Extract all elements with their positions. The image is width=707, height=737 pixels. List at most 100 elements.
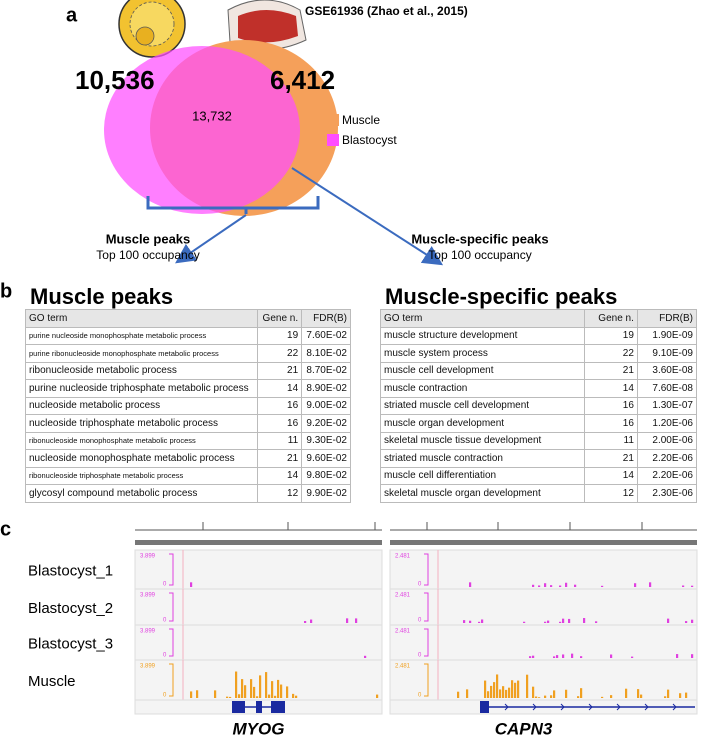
signal bbox=[532, 655, 535, 658]
track-bg bbox=[134, 659, 383, 701]
header-cell: Gene n. bbox=[257, 309, 303, 328]
scale-bar bbox=[424, 628, 429, 657]
go-table: GO term Gene n. FDR(B) purine nucleoside mo… bbox=[24, 309, 351, 503]
venn-diagram: Muscle Blastocyst bbox=[104, 40, 397, 216]
scale-bar bbox=[424, 592, 429, 622]
row: nucleoside triphosphate metabolic proces… bbox=[24, 414, 351, 433]
signal bbox=[265, 672, 268, 698]
signal bbox=[271, 681, 274, 698]
signal bbox=[610, 695, 613, 698]
signal bbox=[685, 621, 688, 623]
scale-max: 2.481 bbox=[395, 629, 411, 635]
cell: striated muscle cell development bbox=[379, 396, 586, 415]
cell: 9.80E-02 bbox=[301, 466, 351, 485]
cell: 9.60E-02 bbox=[301, 449, 351, 468]
signal bbox=[562, 618, 565, 623]
track-label: Blastocyst_3 bbox=[28, 635, 113, 652]
signal bbox=[259, 675, 262, 698]
cell: 2.00E-06 bbox=[636, 431, 698, 450]
row: muscle structure development 19 1.90E-09 bbox=[379, 326, 698, 345]
track-bg bbox=[389, 624, 698, 661]
exon bbox=[232, 701, 245, 713]
signal bbox=[571, 653, 574, 658]
row: muscle cell differentiation 14 2.20E-06 bbox=[379, 466, 698, 485]
signal bbox=[364, 655, 367, 658]
track-label: Blastocyst_1 bbox=[28, 562, 113, 579]
scale-max: 2.481 bbox=[395, 664, 411, 670]
scale-min: 0 bbox=[163, 618, 167, 624]
signal bbox=[505, 689, 508, 698]
cell: 1.20E-06 bbox=[636, 414, 698, 433]
separator bbox=[135, 540, 382, 545]
signal bbox=[304, 621, 307, 623]
signal bbox=[574, 584, 577, 587]
signal bbox=[214, 690, 217, 698]
cell: 9.10E-09 bbox=[636, 344, 698, 363]
signal bbox=[667, 689, 670, 698]
separator bbox=[390, 540, 697, 545]
signal bbox=[256, 696, 259, 698]
panel-label: c bbox=[0, 518, 11, 540]
strand-arrow bbox=[644, 703, 649, 711]
signal bbox=[691, 585, 694, 587]
signal bbox=[277, 679, 280, 698]
legend-swatch bbox=[327, 114, 339, 126]
group-subtitle: Top 100 occupancy bbox=[96, 248, 199, 262]
genome-browser: Blastocyst_1 Blastocyst_2 Blastocyst_3 Musc… bbox=[28, 522, 698, 737]
cell: 16 bbox=[257, 414, 303, 433]
cell: ribonucleoside monophosphate metabolic p… bbox=[24, 431, 259, 450]
signal bbox=[664, 696, 667, 698]
cell: 21 bbox=[257, 361, 303, 380]
cell: purine nucleoside triphosphate metabolic… bbox=[24, 379, 259, 398]
signal bbox=[634, 583, 637, 587]
header-row: GO term Gene n. FDR(B) bbox=[24, 309, 351, 328]
cell: 11 bbox=[257, 431, 303, 450]
signal bbox=[457, 691, 460, 698]
row: muscle organ development 16 1.20E-06 bbox=[379, 414, 698, 433]
signal bbox=[568, 618, 571, 623]
panel-label: b bbox=[0, 280, 12, 302]
signal bbox=[496, 674, 499, 698]
scale-min: 0 bbox=[163, 582, 167, 588]
signal bbox=[355, 618, 358, 623]
cell: nucleoside metabolic process bbox=[24, 396, 259, 415]
scale-bar bbox=[169, 663, 174, 697]
signal bbox=[565, 689, 568, 698]
signal bbox=[274, 695, 277, 698]
signal bbox=[691, 654, 694, 658]
bracket bbox=[146, 196, 320, 214]
blastocyst-set bbox=[104, 46, 300, 214]
cell: 14 bbox=[257, 379, 303, 398]
exon bbox=[480, 701, 489, 713]
signal bbox=[601, 696, 604, 698]
signal bbox=[190, 582, 193, 587]
strand-arrow bbox=[504, 703, 509, 711]
signal bbox=[577, 696, 580, 698]
arrow bbox=[291, 167, 444, 266]
header-cell: GO term bbox=[379, 309, 586, 328]
cell: muscle contraction bbox=[379, 379, 586, 398]
go-table: GO term Gene n. FDR(B) muscle structure dev… bbox=[379, 309, 698, 503]
row: skeletal muscle organ development 12 2.30E… bbox=[379, 484, 698, 503]
signal bbox=[682, 585, 685, 587]
signal bbox=[544, 583, 547, 587]
cell: muscle cell development bbox=[379, 361, 586, 380]
cell: 14 bbox=[584, 379, 638, 398]
signal bbox=[562, 654, 565, 658]
signal bbox=[244, 685, 247, 698]
cell: 2.20E-06 bbox=[636, 449, 698, 468]
cell: 12 bbox=[584, 484, 638, 503]
scale-max: 3.899 bbox=[140, 554, 156, 560]
header-cell: FDR(B) bbox=[301, 309, 351, 328]
cell: muscle cell differentiation bbox=[379, 466, 586, 485]
left-count: 10,536 bbox=[75, 65, 155, 95]
legend-swatch bbox=[327, 134, 339, 146]
cell: glycosyl compound metabolic process bbox=[24, 484, 259, 503]
cell: 7.60E-08 bbox=[636, 379, 698, 398]
track-label: Blastocyst_2 bbox=[28, 600, 113, 617]
header-row: GO term Gene n. FDR(B) bbox=[379, 309, 698, 328]
signal bbox=[487, 691, 490, 698]
signal bbox=[595, 621, 598, 623]
scale-bar bbox=[169, 553, 174, 586]
